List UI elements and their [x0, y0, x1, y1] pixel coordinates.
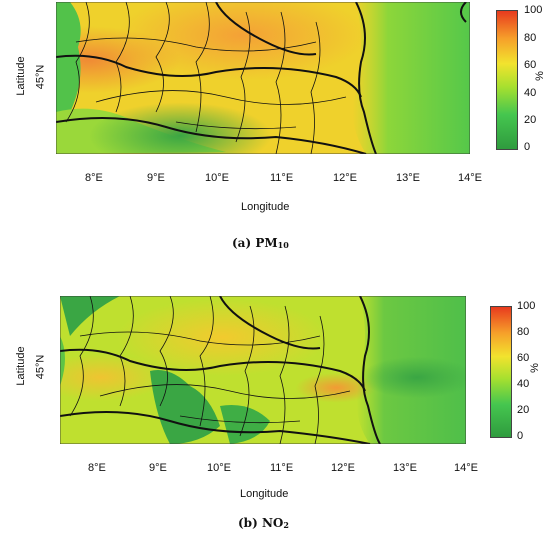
lon-tick: 9°E: [149, 462, 167, 474]
lon-tick: 8°E: [88, 462, 106, 474]
caption-label: (a): [232, 236, 252, 250]
lat-tick-45n: 45°N: [34, 354, 47, 380]
colorbar-no2: [490, 306, 512, 438]
lon-tick: 8°E: [85, 172, 103, 184]
caption-main: PM: [255, 236, 278, 250]
x-axis-label: Longitude: [240, 488, 289, 500]
lat-tick-45n: 45°N: [34, 64, 47, 90]
lon-tick: 13°E: [393, 462, 417, 474]
caption-pm10: (a) PM10: [232, 236, 289, 250]
lon-tick: 11°E: [270, 172, 294, 184]
panel-pm10: Latitude 45°N 8°E 9°E 10°E 11°E 12°E 13°…: [15, 2, 546, 250]
colorbar-tick: 0: [517, 430, 524, 442]
colorbar-tick: 80: [517, 326, 530, 338]
lon-tick: 12°E: [331, 462, 355, 474]
lon-tick: 10°E: [205, 172, 229, 184]
lon-tick: 11°E: [270, 462, 294, 474]
colorbar-tick: 20: [517, 404, 530, 416]
lon-tick: 13°E: [396, 172, 420, 184]
panel-no2: Latitude 45°N 8°E 9°E 10°E 11°E 12°E 13°…: [0, 290, 550, 535]
colorbar-pm10: [496, 10, 518, 150]
colorbar-unit: %: [528, 363, 541, 373]
map-no2: [60, 296, 466, 444]
colorbar-tick: 60: [517, 352, 530, 364]
colorbar-tick: 40: [517, 378, 530, 390]
colorbar-unit: %: [533, 71, 546, 81]
y-axis-label: Latitude: [15, 346, 27, 386]
y-axis-label: Latitude: [15, 56, 27, 96]
x-axis-label: Longitude: [241, 201, 290, 213]
colorbar-tick: 40: [524, 87, 537, 99]
colorbar-tick: 100: [517, 300, 536, 312]
lon-tick: 12°E: [333, 172, 357, 184]
caption-sub: 10: [277, 240, 289, 250]
lon-tick: 9°E: [147, 172, 165, 184]
caption-label: (b): [238, 516, 258, 530]
caption-sub: 2: [283, 520, 289, 530]
colorbar-tick: 80: [524, 32, 537, 44]
lon-tick: 10°E: [207, 462, 231, 474]
colorbar-tick: 20: [524, 114, 537, 126]
colorbar-tick: 100: [524, 4, 543, 16]
colorbar-tick: 0: [524, 141, 531, 153]
caption-main: NO: [261, 516, 284, 530]
lon-tick: 14°E: [458, 172, 482, 184]
lon-tick: 14°E: [454, 462, 478, 474]
caption-no2: (b) NO2: [238, 516, 289, 530]
colorbar-tick: 60: [524, 59, 537, 71]
map-pm10: [56, 2, 470, 154]
